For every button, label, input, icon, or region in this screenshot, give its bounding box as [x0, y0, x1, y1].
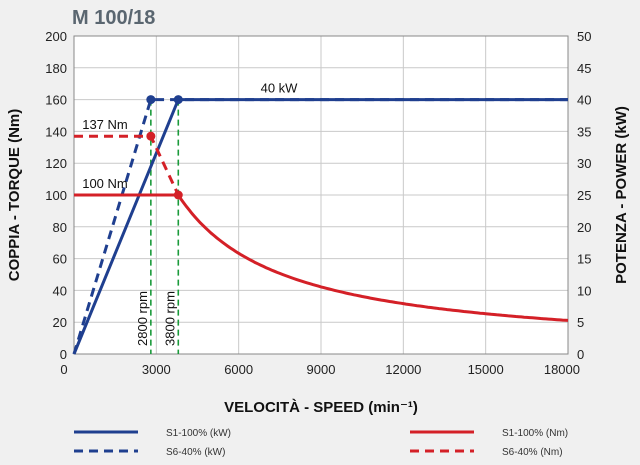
- y-right-tick-label: 50: [577, 29, 591, 44]
- legend-label: S6-40% (Nm): [502, 447, 563, 458]
- x-tick-label: 6000: [224, 362, 253, 377]
- series-line: [74, 193, 569, 322]
- series-marker: [146, 131, 156, 141]
- x-tick-label: 9000: [307, 362, 336, 377]
- series-line: [72, 98, 568, 355]
- y-right-tick-label: 0: [577, 347, 584, 362]
- y-right-tick-label: 20: [577, 220, 591, 235]
- series-marker: [146, 95, 156, 105]
- y-left-tick-label: 40: [53, 283, 67, 298]
- reference-lines: 2800 rpm 3800 rpm: [135, 99, 180, 354]
- y-left-tick-label: 20: [53, 315, 67, 330]
- annotation-label: 100 Nm: [82, 176, 128, 191]
- annotation-label: 40 kW: [261, 81, 299, 96]
- series-marker: [173, 190, 183, 200]
- y-right-axis-title: POTENZA - POWER (kW): [613, 106, 630, 284]
- y-left-tick-label: 100: [45, 188, 67, 203]
- markers: [146, 95, 183, 200]
- series-marker: [173, 95, 183, 105]
- y-right-tick-label: 45: [577, 61, 591, 76]
- y-right-tick-label: 30: [577, 156, 591, 171]
- annotation-label: 137 Nm: [82, 117, 128, 132]
- y-right-tick-labels: 0 5 10 15 20 25 30 35 40 45 50: [577, 29, 591, 362]
- x-tick-labels: 0 3000 6000 9000 12000 15000 18000: [60, 362, 580, 377]
- chart-title: M 100/18: [72, 7, 155, 29]
- y-left-tick-label: 140: [45, 124, 67, 139]
- y-left-tick-labels: 0 20 40 60 80 100 120 140 160 180 200: [45, 29, 67, 362]
- legend-label: S6-40% (kW): [166, 447, 225, 458]
- legend-label: S1-100% (kW): [166, 428, 231, 439]
- x-tick-label: 3000: [142, 362, 171, 377]
- y-left-tick-label: 0: [60, 347, 67, 362]
- x-axis-title: VELOCITÀ - SPEED (min⁻¹): [224, 399, 418, 416]
- y-left-tick-label: 160: [45, 93, 67, 108]
- x-tick-label: 12000: [385, 362, 421, 377]
- legend-label: S1-100% (Nm): [502, 428, 568, 439]
- y-left-axis-title: COPPIA - TORQUE (Nm): [6, 109, 23, 282]
- y-left-tick-label: 80: [53, 220, 67, 235]
- x-tick-label: 15000: [468, 362, 504, 377]
- y-left-tick-label: 120: [45, 156, 67, 171]
- rpm-reference-label: 2800 rpm: [135, 291, 150, 346]
- y-left-tick-label: 200: [45, 29, 67, 44]
- x-tick-label: 18000: [544, 362, 580, 377]
- x-tick-label: 0: [60, 362, 67, 377]
- legend: S1-100% (kW) S6-40% (kW) S1-100% (Nm) S6-40…: [74, 428, 568, 458]
- annotations: 40 kW 137 Nm 100 Nm: [82, 81, 298, 191]
- y-left-tick-label: 180: [45, 61, 67, 76]
- y-right-tick-label: 40: [577, 93, 591, 108]
- y-right-tick-label: 35: [577, 124, 591, 139]
- y-left-tick-label: 60: [53, 252, 67, 267]
- y-right-tick-label: 5: [577, 315, 584, 330]
- y-right-tick-label: 15: [577, 252, 591, 267]
- y-right-tick-label: 25: [577, 188, 591, 203]
- rpm-reference-label: 3800 rpm: [162, 291, 177, 346]
- y-right-tick-label: 10: [577, 283, 591, 298]
